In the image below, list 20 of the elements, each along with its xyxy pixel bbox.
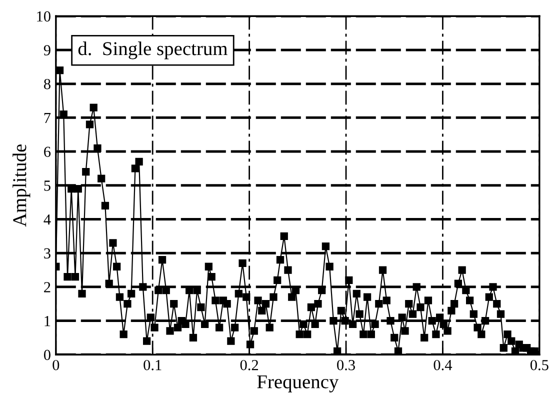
y-tick-label: 0 <box>44 350 50 360</box>
y-tick-label: 5 <box>44 180 50 191</box>
y-tick-label: 7 <box>44 112 51 123</box>
x-axis-title: Frequency <box>257 375 339 392</box>
x-tick-label: 0.2 <box>240 360 258 370</box>
y-tick-label: 4 <box>44 214 51 225</box>
y-tick-label: 1 <box>44 316 50 326</box>
text: d. Single spectrum <box>78 42 228 60</box>
y-tick-label: 3 <box>44 248 50 259</box>
x-tick-label: 0.5 <box>530 360 548 370</box>
y-axis-title: Amplitude <box>12 144 30 227</box>
x-tick-label: 0.4 <box>434 360 452 370</box>
x-tick-label: 0.3 <box>337 360 355 370</box>
y-tick-label: 10 <box>37 11 50 22</box>
y-tick-label: 8 <box>44 78 50 90</box>
y-tick-label: 6 <box>44 146 51 157</box>
y-tick-label: 9 <box>44 45 50 56</box>
x-tick-label: 0.1 <box>144 360 162 370</box>
x-tick-label: 0 <box>52 360 60 370</box>
y-tick-label: 2 <box>44 282 50 292</box>
